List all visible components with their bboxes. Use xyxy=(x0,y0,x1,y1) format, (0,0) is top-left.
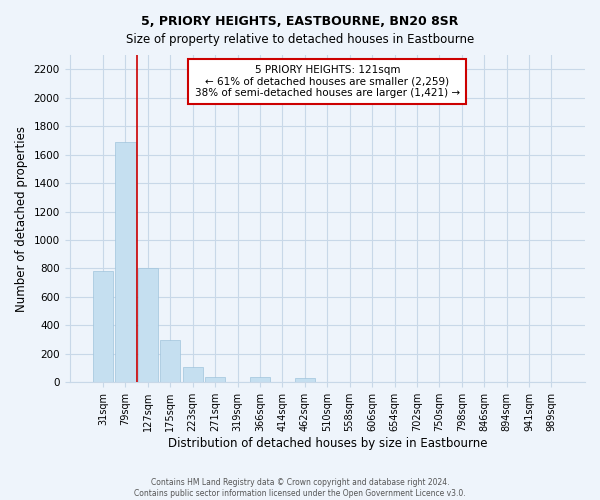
Text: Size of property relative to detached houses in Eastbourne: Size of property relative to detached ho… xyxy=(126,32,474,46)
Bar xyxy=(205,378,225,382)
Bar xyxy=(250,378,270,382)
Text: Contains HM Land Registry data © Crown copyright and database right 2024.
Contai: Contains HM Land Registry data © Crown c… xyxy=(134,478,466,498)
Bar xyxy=(295,378,315,382)
Text: 5 PRIORY HEIGHTS: 121sqm
← 61% of detached houses are smaller (2,259)
38% of sem: 5 PRIORY HEIGHTS: 121sqm ← 61% of detach… xyxy=(195,65,460,98)
Bar xyxy=(182,366,203,382)
X-axis label: Distribution of detached houses by size in Eastbourne: Distribution of detached houses by size … xyxy=(167,437,487,450)
Bar xyxy=(115,142,136,382)
Title: 5, PRIORY HEIGHTS, EASTBOURNE, BN20 8SR
Size of property relative to detached ho: 5, PRIORY HEIGHTS, EASTBOURNE, BN20 8SR … xyxy=(0,499,1,500)
Y-axis label: Number of detached properties: Number of detached properties xyxy=(15,126,28,312)
Text: 5, PRIORY HEIGHTS, EASTBOURNE, BN20 8SR: 5, PRIORY HEIGHTS, EASTBOURNE, BN20 8SR xyxy=(142,15,458,28)
Bar xyxy=(93,272,113,382)
Bar xyxy=(138,268,158,382)
Bar xyxy=(160,340,181,382)
